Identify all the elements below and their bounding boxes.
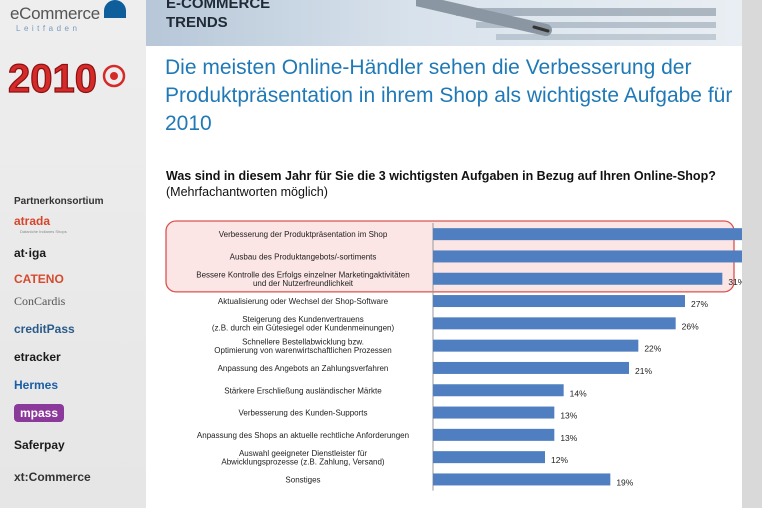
value-label-10: 12% — [551, 455, 568, 465]
bar-9 — [433, 428, 555, 441]
bar-0 — [433, 228, 742, 241]
target-icon — [102, 64, 126, 88]
bar-1 — [433, 250, 742, 263]
value-label-6: 21% — [635, 366, 652, 376]
partner-logo-2[interactable]: CATENO — [14, 272, 64, 286]
category-label-3: Aktualisierung oder Wechsel der Shop-Sof… — [218, 297, 389, 306]
category-label-9: Anpassung des Shops an aktuelle rechtlic… — [197, 431, 409, 440]
category-label-2: Bessere Kontrolle des Erfolgs einzelner … — [196, 271, 409, 289]
category-label-11: Sonstiges — [285, 475, 320, 484]
category-label-5: Schnellere Bestellabwicklung bzw. Optimie… — [214, 337, 391, 355]
partner-logo-4[interactable]: creditPass — [14, 322, 75, 336]
header-title-line2: TRENDS — [166, 14, 228, 31]
partner-tagline-0: Dataniche Indianes Shops — [20, 229, 67, 234]
logo-text[interactable]: eCommerce — [10, 4, 100, 23]
category-label-7: Stärkere Erschließung ausländischer Märk… — [224, 386, 382, 395]
logo-subtitle: Leitfaden — [16, 24, 81, 33]
partner-logo-0[interactable]: atrada — [14, 214, 51, 228]
partner-title: Partnerkonsortium — [14, 196, 104, 207]
category-label-10: Auswahl geeigneter Dienstleister für Abwi… — [221, 449, 385, 467]
bar-11 — [433, 473, 611, 486]
category-label-1: Ausbau des Produktangebots/-sortiments — [230, 252, 377, 261]
partner-logo-1[interactable]: at·iga — [14, 246, 47, 260]
value-label-11: 19% — [616, 477, 633, 487]
value-label-8: 13% — [560, 411, 577, 421]
bar-5 — [433, 339, 639, 352]
headline: Die meisten Online-Händler sehen die Ver… — [165, 56, 733, 135]
bar-4 — [433, 317, 676, 330]
category-label-4: Steigerung des Kundenvertrauens (z.B. dur… — [212, 315, 395, 333]
partner-logo-3[interactable]: ConCardis — [14, 294, 66, 308]
value-label-2: 31% — [728, 277, 742, 287]
header-title-line1: E-COMMERCE — [166, 0, 271, 12]
bar-chart: 45%Verbesserung der Produktpräsentation … — [165, 220, 742, 491]
sidebar: eCommerce Leitfaden 2010 Partnerkonsorti… — [0, 0, 146, 508]
value-label-4: 26% — [682, 321, 699, 331]
partner-logo-5[interactable]: etracker — [14, 350, 61, 364]
right-edge-strip — [742, 0, 762, 508]
partner-logo-8[interactable]: Saferpay — [14, 438, 65, 452]
question-bold: Was sind in diesem Jahr für Sie die 3 wi… — [166, 169, 716, 183]
partner-logo-6[interactable]: Hermes — [14, 378, 59, 392]
pen-icon — [416, 0, 552, 36]
header-graphic — [416, 0, 716, 40]
value-label-9: 13% — [560, 433, 577, 443]
category-label-8: Verbesserung des Kunden-Supports — [239, 409, 368, 418]
category-label-6: Anpassung des Angebots an Zahlungsverfah… — [218, 364, 389, 373]
year-badge: 2010 — [7, 56, 126, 100]
value-label-5: 22% — [644, 344, 661, 354]
value-label-7: 14% — [570, 388, 587, 398]
logo-arc-icon — [104, 0, 126, 18]
year-badge-text: 2010 — [8, 57, 97, 100]
partner-logo-9[interactable]: xt:Commerce — [14, 470, 91, 484]
value-label-3: 27% — [691, 299, 708, 309]
bar-3 — [433, 295, 685, 308]
question-note: (Mehrfachantworten möglich) — [166, 185, 328, 199]
question: Was sind in diesem Jahr für Sie die 3 wi… — [166, 168, 736, 200]
header-title: E-COMMERCE TRENDS — [166, 0, 270, 32]
bar-2 — [433, 272, 723, 285]
category-label-0: Verbesserung der Produktpräsentation im … — [219, 230, 388, 239]
bar-7 — [433, 384, 564, 397]
bar-10 — [433, 451, 545, 464]
bar-8 — [433, 406, 555, 419]
partner-logo-7[interactable]: mpass — [14, 404, 65, 422]
bar-6 — [433, 361, 629, 374]
header-banner: E-COMMERCE TRENDS — [146, 0, 742, 46]
